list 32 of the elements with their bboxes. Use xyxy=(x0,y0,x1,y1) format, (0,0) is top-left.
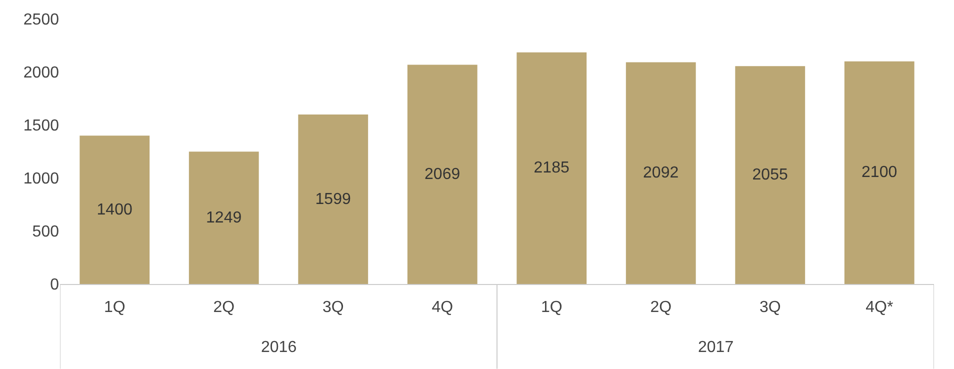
x-tick-label: 2Q xyxy=(213,299,235,316)
bar xyxy=(80,136,150,284)
bar xyxy=(626,62,696,284)
data-label: 1599 xyxy=(315,190,351,208)
x-tick-label: 4Q* xyxy=(866,299,894,316)
y-tick-label: 1500 xyxy=(23,118,60,135)
data-label: 1249 xyxy=(206,209,242,226)
data-label: 2100 xyxy=(862,164,898,182)
x-tick-label: 2Q xyxy=(650,299,672,316)
bar xyxy=(735,66,806,284)
data-label: 2055 xyxy=(752,166,788,184)
data-label: 2092 xyxy=(643,164,679,182)
bar xyxy=(407,64,478,284)
bar xyxy=(516,52,587,284)
x-tick-label: 3Q xyxy=(759,299,781,316)
x-tick-label: 4Q xyxy=(432,299,454,316)
data-label: 2069 xyxy=(424,166,460,183)
y-tick-label: 500 xyxy=(32,224,60,241)
text: 2016 xyxy=(261,339,297,356)
bar xyxy=(298,114,368,284)
data-label: 2185 xyxy=(534,160,570,177)
y-tick-label: 2000 xyxy=(23,64,60,82)
x-tick-label: 1Q xyxy=(104,299,126,316)
y-tick-label: 2500 xyxy=(23,12,60,29)
y-tick-label: 0 xyxy=(50,276,60,294)
y-tick-label: 1000 xyxy=(23,170,60,188)
x-tick-label: 3Q xyxy=(322,299,344,316)
text: 2017 xyxy=(698,339,734,356)
x-tick-label: 1Q xyxy=(540,299,562,316)
bar xyxy=(844,61,914,284)
data-label: 1400 xyxy=(96,201,132,218)
bar xyxy=(188,152,259,284)
